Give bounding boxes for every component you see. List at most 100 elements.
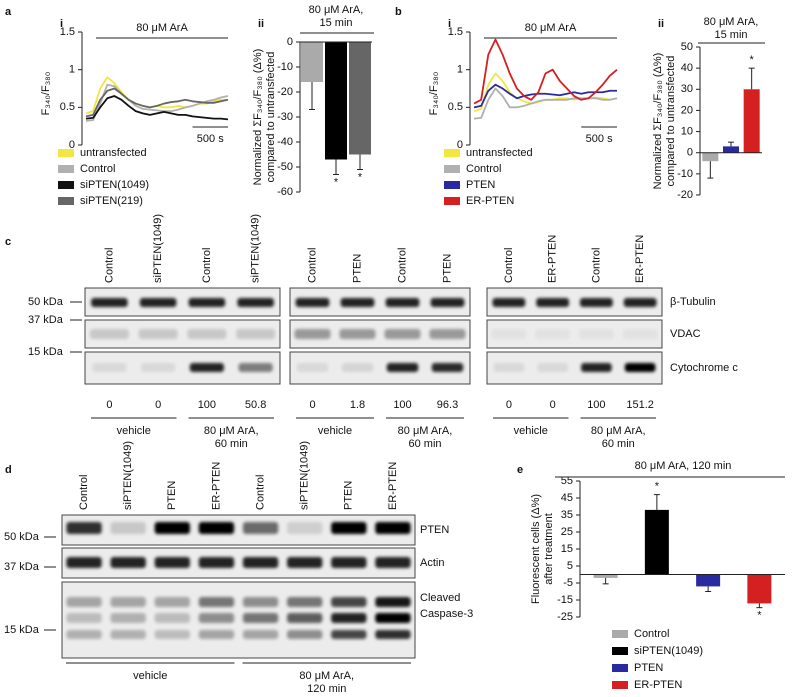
y-tick-label: 0 — [287, 36, 293, 48]
blot-band — [236, 329, 276, 339]
blot-band — [242, 597, 279, 607]
y-tick-label: -40 — [277, 136, 293, 148]
lane-label: ER-PTEN — [547, 235, 559, 283]
blot-band — [154, 597, 190, 607]
significance-mark: * — [334, 176, 339, 188]
blot-band — [578, 329, 614, 339]
bar — [747, 574, 772, 604]
trace — [473, 83, 617, 109]
blot-band — [66, 597, 102, 607]
lane-label: Control — [254, 475, 266, 510]
y-tick-label: 0.5 — [60, 101, 75, 113]
y-axis-label: compared to untransfected — [665, 56, 677, 187]
blot-band — [384, 329, 421, 339]
quantification: 0 — [155, 399, 161, 411]
legend-label: siPTEN(219) — [80, 195, 143, 207]
y-tick-label: -30 — [277, 111, 293, 123]
blot-band — [581, 363, 612, 372]
blot-band — [188, 298, 226, 307]
blot-band — [198, 630, 235, 639]
blot-band — [92, 363, 127, 372]
panel-label: b — [395, 6, 402, 18]
blot-band — [242, 613, 279, 623]
quantification: 151.2 — [626, 399, 654, 411]
y-tick-label: 1.5 — [448, 26, 463, 38]
legend-swatch — [612, 681, 628, 689]
legend-swatch — [58, 181, 74, 189]
blot-band — [331, 522, 367, 534]
size-marker: 50 kDa — [28, 296, 64, 308]
legend-label: Control — [634, 628, 669, 640]
y-tick-label: 40 — [681, 62, 693, 74]
blot-band — [493, 363, 525, 372]
legend-label: ER-PTEN — [466, 195, 514, 207]
y-axis-label: after treatment — [543, 513, 555, 585]
group-label: 60 min — [602, 438, 635, 450]
blot-band — [536, 298, 570, 307]
legend-swatch — [58, 165, 74, 173]
blot-band — [375, 597, 411, 607]
y-axis-label: F₃₄₀/F₃₈₀ — [428, 72, 440, 116]
blot-band — [110, 557, 146, 568]
scale-bar-label: 500 s — [197, 133, 224, 145]
y-tick-label: -10 — [277, 61, 293, 73]
y-tick-label: -20 — [677, 189, 693, 201]
chart-title: 15 min — [319, 17, 352, 29]
blot-band — [154, 630, 190, 639]
blot-band — [154, 557, 190, 568]
bar — [743, 89, 760, 153]
quantification: 0 — [506, 399, 512, 411]
y-tick-label: 35 — [561, 509, 573, 521]
blot-band — [624, 363, 656, 372]
blot-band — [189, 363, 224, 372]
lane-label: ER-PTEN — [210, 462, 222, 510]
legend-swatch — [444, 181, 460, 189]
blot-band — [91, 298, 128, 307]
blot-band — [295, 298, 330, 307]
lane-label: ER-PTEN — [634, 235, 646, 283]
legend-swatch — [444, 197, 460, 205]
y-tick-label: 55 — [561, 475, 573, 487]
lane-label: PTEN — [351, 254, 363, 283]
significance-mark: * — [655, 481, 660, 493]
trace — [85, 87, 229, 118]
y-tick-label: 1 — [69, 64, 75, 76]
significance-mark: * — [757, 610, 762, 622]
quantification: 0 — [550, 399, 556, 411]
panel-label: i — [60, 18, 63, 30]
chart-title: 80 μM ArA — [525, 22, 577, 34]
y-tick-label: 30 — [681, 83, 693, 95]
panel-label: d — [5, 464, 12, 476]
y-tick-label: 45 — [561, 492, 573, 504]
chart-title: 80 μM ArA, — [309, 4, 364, 16]
y-tick-label: 20 — [681, 104, 693, 116]
blot-band — [339, 329, 376, 339]
panel-label: c — [5, 236, 11, 248]
group-label: vehicle — [514, 425, 548, 437]
size-marker: 50 kDa — [4, 531, 40, 543]
blot-band — [198, 597, 235, 607]
blot-band — [386, 363, 419, 372]
quantification: 50.8 — [245, 399, 266, 411]
trace — [473, 38, 618, 105]
y-tick-label: 50 — [681, 41, 693, 53]
blot-band — [287, 597, 323, 607]
row-label: Caspase-3 — [420, 608, 473, 620]
chart-title: 80 μM ArA, 120 min — [635, 460, 732, 472]
lane-label: PTEN — [441, 254, 453, 283]
quantification: 100 — [587, 399, 605, 411]
blot-band — [535, 329, 571, 339]
quantification: 100 — [393, 399, 411, 411]
blot-band — [375, 630, 411, 639]
quantification: 96.3 — [437, 399, 458, 411]
blot-band — [287, 630, 323, 639]
size-marker: 15 kDa — [4, 624, 40, 636]
legend-label: PTEN — [634, 662, 663, 674]
lane-label: siPTEN(1049) — [152, 214, 164, 283]
blot-band — [238, 363, 273, 372]
legend-label: untransfected — [80, 147, 147, 159]
blot-band — [198, 613, 235, 623]
lane-label: Control — [201, 248, 213, 283]
